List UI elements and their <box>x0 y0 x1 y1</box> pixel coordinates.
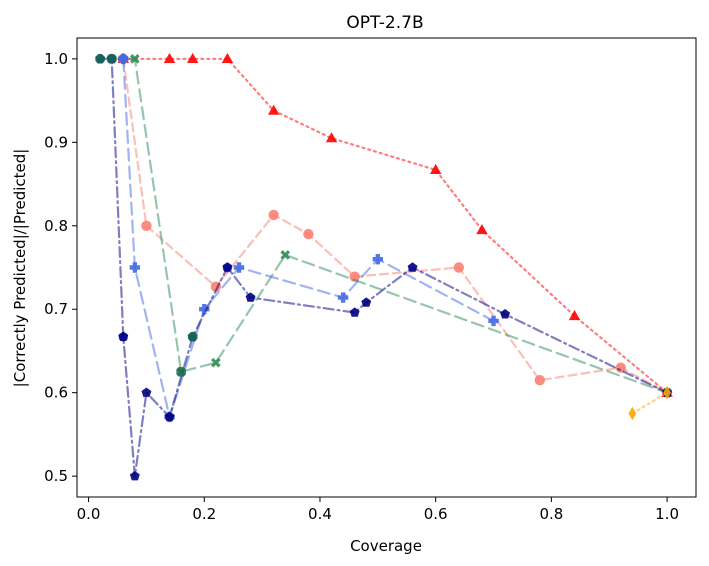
data-point <box>176 367 186 377</box>
series-6 <box>95 53 673 481</box>
data-point <box>199 304 210 315</box>
data-point <box>280 250 291 260</box>
data-point <box>129 470 140 481</box>
data-point <box>372 253 384 265</box>
series-5 <box>118 53 232 423</box>
chart-title: OPT-2.7B <box>346 13 423 33</box>
x-tick-label: 0.4 <box>308 505 332 523</box>
series-markers <box>95 54 198 377</box>
data-point <box>95 54 105 64</box>
series-line <box>122 57 669 394</box>
y-axis-label: |Correctly Predicted|/|Predicted| <box>11 149 29 388</box>
x-tick-label: 0.2 <box>192 505 216 523</box>
data-point <box>325 132 338 143</box>
data-point <box>268 209 279 221</box>
data-point <box>568 309 581 321</box>
x-axis-label: Coverage <box>350 537 422 555</box>
y-axis: 0.5 0.6 0.7 0.8 0.9 1.0 <box>44 50 77 485</box>
x-tick-label: 0.0 <box>77 505 101 523</box>
data-point <box>211 357 221 368</box>
data-point <box>476 223 488 235</box>
y-tick-label: 0.8 <box>44 217 68 235</box>
series-line <box>99 57 669 478</box>
data-point <box>500 309 511 319</box>
data-point <box>141 220 152 231</box>
data-point <box>349 307 360 317</box>
series-markers <box>117 52 673 397</box>
x-tick-label: 1.0 <box>655 505 679 523</box>
data-point-shape <box>130 54 140 64</box>
data-point <box>429 163 442 175</box>
x-tick-label: 0.6 <box>424 505 448 523</box>
data-point <box>361 297 372 307</box>
data-point <box>222 262 233 272</box>
data-point <box>233 262 245 273</box>
x-axis: 0.0 0.2 0.4 0.6 0.8 1.0 <box>77 497 679 523</box>
data-point <box>349 271 360 282</box>
series-markers <box>118 53 673 398</box>
data-point <box>118 53 128 65</box>
data-point <box>663 385 671 400</box>
data-point <box>407 262 418 272</box>
data-point <box>141 387 152 397</box>
series-2 <box>118 53 673 398</box>
series-1 <box>117 52 673 397</box>
data-point <box>186 52 199 64</box>
data-point-shape <box>280 250 291 260</box>
x-tick-label: 0.8 <box>539 505 563 523</box>
data-point <box>628 406 637 421</box>
series-markers <box>95 53 673 481</box>
series-markers <box>118 53 232 423</box>
data-point <box>303 228 314 240</box>
y-tick-label: 0.7 <box>44 300 68 318</box>
data-point <box>118 331 129 341</box>
data-point <box>245 292 256 302</box>
y-tick-label: 1.0 <box>44 50 68 68</box>
data-point-shape <box>211 357 221 368</box>
data-point <box>534 374 546 386</box>
data-point <box>453 262 465 273</box>
y-tick-label: 0.5 <box>44 467 68 485</box>
data-point <box>267 104 280 115</box>
series-line <box>110 57 669 394</box>
data-point <box>129 262 141 273</box>
data-point <box>221 52 234 64</box>
data-point <box>488 315 499 327</box>
series-markers <box>628 385 671 421</box>
data-point <box>164 411 175 422</box>
series-7 <box>95 54 198 377</box>
data-point <box>337 292 349 303</box>
series-line <box>631 391 669 415</box>
data-point <box>130 54 140 64</box>
series-line <box>122 57 669 394</box>
data-point <box>163 52 176 64</box>
series-line <box>122 57 495 418</box>
series-8 <box>628 385 671 421</box>
y-tick-label: 0.9 <box>44 133 68 151</box>
plot-area <box>95 52 673 481</box>
data-point <box>615 362 626 373</box>
data-point <box>187 331 198 342</box>
plot-frame <box>76 37 697 498</box>
data-point <box>106 54 117 64</box>
y-tick-label: 0.6 <box>44 384 68 402</box>
